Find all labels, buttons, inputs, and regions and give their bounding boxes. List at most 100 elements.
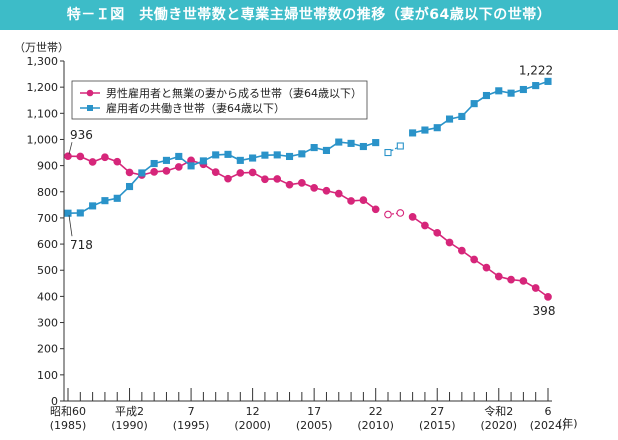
x-tick-label-era: 22 bbox=[369, 405, 383, 418]
legend-label: 雇用者の共働き世帯（妻64歳以下） bbox=[106, 101, 285, 115]
legend-swatch-marker bbox=[86, 89, 94, 97]
series-1-point bbox=[371, 205, 380, 214]
series-1-point bbox=[322, 186, 331, 195]
x-tick-label-era: 令和2 bbox=[484, 404, 513, 418]
series-2-point bbox=[162, 156, 171, 164]
series-1-point bbox=[174, 163, 183, 171]
y-tick-label: 500 bbox=[37, 264, 58, 277]
series-1-point bbox=[285, 180, 294, 189]
series-1-point bbox=[113, 157, 122, 166]
series-2-point bbox=[298, 150, 306, 158]
x-tick-label-year: (2024) bbox=[530, 419, 567, 432]
series-2-point bbox=[76, 209, 84, 217]
y-tick-label: 100 bbox=[37, 369, 58, 382]
legend-swatch-marker bbox=[87, 105, 93, 111]
y-tick-label: 800 bbox=[37, 186, 58, 199]
series-1-point bbox=[359, 196, 368, 204]
series-2-point bbox=[261, 151, 269, 159]
series-1-point bbox=[310, 183, 319, 192]
series-2-point bbox=[236, 156, 244, 164]
series-2-point bbox=[482, 91, 491, 100]
series-2-point bbox=[212, 151, 220, 159]
series-1-point bbox=[421, 221, 429, 230]
y-tick-label: 300 bbox=[37, 317, 58, 330]
series-1-point bbox=[408, 213, 417, 221]
data-label: 1,222 bbox=[519, 63, 553, 77]
series-2-point bbox=[544, 77, 552, 85]
x-tick-label-era: 12 bbox=[246, 405, 260, 418]
series-2-point bbox=[125, 182, 134, 191]
series-1-point bbox=[64, 152, 72, 161]
series-1-point bbox=[261, 175, 269, 184]
series-2-point bbox=[445, 115, 454, 123]
series-2-point bbox=[150, 159, 158, 168]
series-2-point bbox=[409, 129, 417, 137]
x-tick-label-year: (2005) bbox=[296, 419, 333, 432]
data-label: 718 bbox=[70, 238, 93, 252]
series-1-point bbox=[384, 210, 392, 219]
y-tick-label: 1,200 bbox=[27, 81, 59, 94]
series-1-point bbox=[457, 246, 466, 255]
series-2-point bbox=[458, 112, 466, 120]
series-2-point bbox=[372, 139, 380, 147]
series-1-point bbox=[150, 168, 159, 176]
series-2-point bbox=[495, 87, 503, 95]
series-2-point bbox=[89, 202, 97, 210]
series-1-point bbox=[470, 255, 479, 264]
series-1-point bbox=[76, 152, 85, 161]
series-2-point bbox=[249, 154, 257, 162]
x-tick-label-year: (1990) bbox=[111, 419, 148, 432]
x-axis-unit: (年) bbox=[558, 416, 578, 430]
series-2-point bbox=[421, 126, 429, 134]
series-1-point bbox=[531, 284, 540, 292]
data-label: 398 bbox=[533, 304, 556, 318]
series-2-point bbox=[470, 100, 478, 108]
x-tick-label-year: (2000) bbox=[234, 419, 271, 432]
series-1-point bbox=[396, 209, 405, 217]
series-2-line bbox=[412, 80, 549, 134]
annotation-leader bbox=[68, 215, 73, 237]
y-tick-label: 1,000 bbox=[27, 133, 59, 146]
x-tick-label-year: (2010) bbox=[357, 419, 394, 432]
series-1-line bbox=[412, 216, 549, 298]
series-2-point bbox=[310, 144, 318, 152]
series-2-point bbox=[175, 152, 183, 161]
series-2-point bbox=[359, 142, 367, 151]
series-1-point bbox=[162, 166, 171, 175]
series-2-point bbox=[396, 142, 404, 150]
series-1-point bbox=[236, 169, 245, 177]
series-1-point bbox=[248, 168, 257, 177]
data-label: 936 bbox=[70, 128, 93, 142]
series-2-point bbox=[347, 139, 355, 147]
series-2-point bbox=[532, 82, 540, 90]
series-1-point bbox=[494, 272, 503, 281]
series-2-point bbox=[138, 169, 146, 177]
x-tick-label-era: 昭和60 bbox=[50, 405, 86, 418]
y-tick-label: 600 bbox=[37, 238, 58, 251]
series-1-point bbox=[211, 168, 220, 177]
series-2-point bbox=[507, 89, 515, 97]
x-tick-label-era: 平成2 bbox=[115, 405, 144, 418]
series-2-point bbox=[285, 152, 294, 161]
y-tick-label: 900 bbox=[37, 160, 58, 173]
series-2-point bbox=[224, 150, 232, 158]
series-1-point bbox=[273, 175, 282, 183]
series-2-point bbox=[384, 148, 392, 157]
x-tick-label-era: 17 bbox=[307, 405, 321, 418]
series-2-point bbox=[433, 124, 441, 132]
series-1-point bbox=[519, 277, 528, 285]
series-1-point bbox=[433, 228, 442, 237]
series-1-point bbox=[334, 189, 343, 198]
series-2-point bbox=[199, 157, 207, 165]
chart-title: 特－Ｉ図 共働き世帯数と専業主婦世帯数の推移（妻が64歳以下の世帯） bbox=[0, 0, 618, 30]
legend-box bbox=[71, 80, 368, 120]
x-tick-label-year: (2015) bbox=[419, 419, 456, 432]
y-tick-label: 1,100 bbox=[27, 107, 59, 120]
y-tick-label: 700 bbox=[37, 212, 58, 225]
series-2-point bbox=[187, 162, 195, 170]
series-1-point bbox=[125, 168, 134, 177]
series-2-point bbox=[113, 194, 121, 202]
y-axis-label: （万世帯） bbox=[14, 41, 69, 54]
